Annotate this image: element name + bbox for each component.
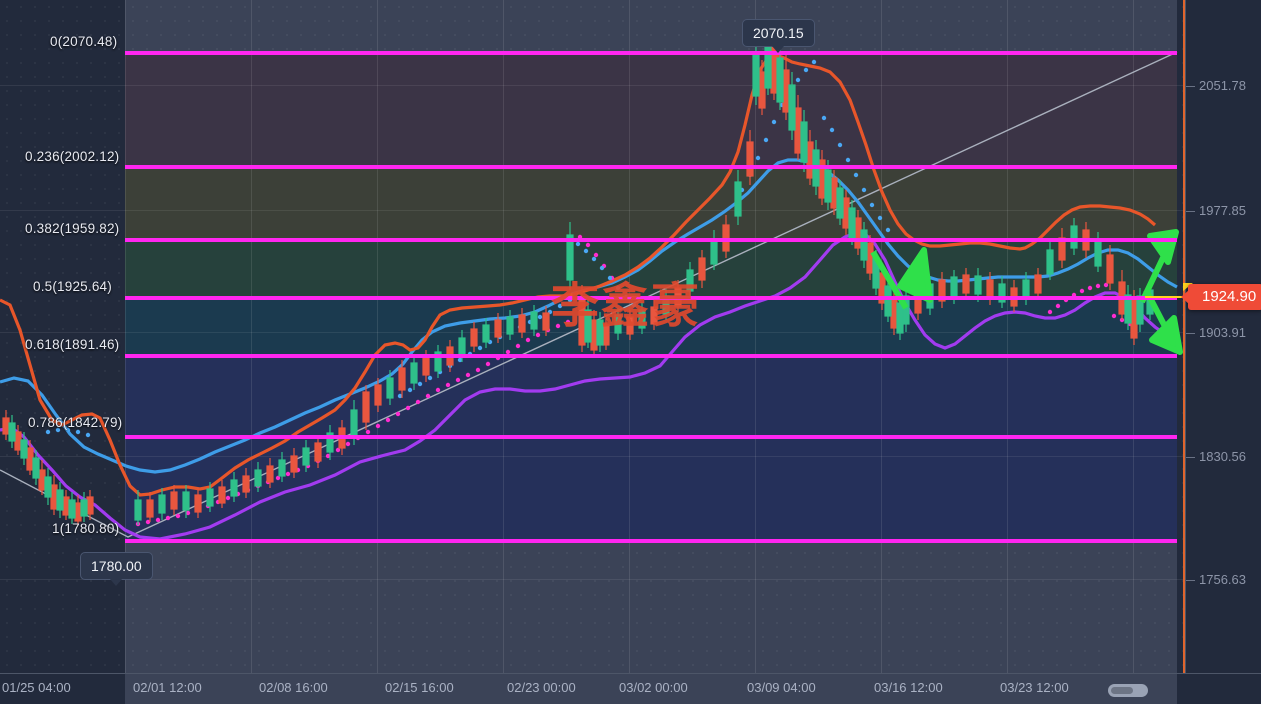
time-tick-6: 03/09 04:00	[747, 680, 816, 695]
time-tick-0: 01/25 04:00	[2, 680, 71, 695]
low-price-label[interactable]: 1780.00	[80, 552, 153, 586]
price-tick-label: 1830.56	[1199, 449, 1246, 464]
watermark-text: 李鑫豪	[551, 278, 702, 334]
time-tick-1: 02/01 12:00	[133, 680, 202, 695]
time-tick-8: 03/23 12:00	[1000, 680, 1069, 695]
fib-label-786: 0.786(1842.79)	[28, 415, 123, 430]
zone-618-1	[125, 354, 1177, 539]
time-axis[interactable]: 01/25 04:00 02/01 12:00 02/08 16:00 02/1…	[0, 673, 1261, 704]
time-tick-2: 02/08 16:00	[259, 680, 328, 695]
fib-line-500	[125, 296, 1177, 300]
fib-label-236: 0.236(2002.12)	[25, 149, 120, 164]
fib-label-618: 0.618(1891.46)	[25, 337, 120, 352]
fib-line-618	[125, 354, 1177, 358]
time-tick-5: 03/02 00:00	[619, 680, 688, 695]
fib-line-236	[125, 165, 1177, 169]
price-tick-label: 1756.63	[1199, 572, 1246, 587]
horizontal-scrollbar-thumb[interactable]	[1108, 684, 1148, 697]
price-tick-1: 1977.85	[1186, 203, 1261, 218]
price-tick-0: 2051.78	[1186, 78, 1261, 93]
price-tick-3: 1830.56	[1186, 449, 1261, 464]
zone-0-236	[125, 51, 1177, 165]
fibonacci-zones	[125, 0, 1177, 673]
price-tick-4: 1756.63	[1186, 572, 1261, 587]
fib-line-0	[125, 51, 1177, 55]
zone-236-382	[125, 165, 1177, 238]
fib-line-382	[125, 238, 1177, 242]
price-tick-label: 1903.91	[1199, 325, 1246, 340]
time-tick-7: 03/16 12:00	[874, 680, 943, 695]
current-price-tag[interactable]: 1924.90	[1180, 284, 1261, 310]
price-tick-label: 2051.78	[1199, 78, 1246, 93]
high-price-label[interactable]: 2070.15	[742, 19, 815, 53]
time-tick-4: 02/23 00:00	[507, 680, 576, 695]
fib-line-786	[125, 435, 1177, 439]
price-tick-label: 1977.85	[1199, 203, 1246, 218]
price-axis[interactable]: 2051.78 1977.85 1903.91 1830.56 1756.63	[1185, 0, 1261, 673]
fib-label-500: 0.5(1925.64)	[33, 279, 112, 294]
fib-label-0: 0(2070.48)	[50, 34, 118, 49]
current-price-line	[1145, 296, 1185, 298]
fib-line-1	[125, 539, 1177, 543]
time-tick-3: 02/15 16:00	[385, 680, 454, 695]
price-axis-border	[1183, 0, 1185, 673]
fib-label-1: 1(1780.80)	[52, 521, 120, 536]
price-tick-2: 1903.91	[1186, 325, 1261, 340]
fib-label-382: 0.382(1959.82)	[25, 221, 120, 236]
